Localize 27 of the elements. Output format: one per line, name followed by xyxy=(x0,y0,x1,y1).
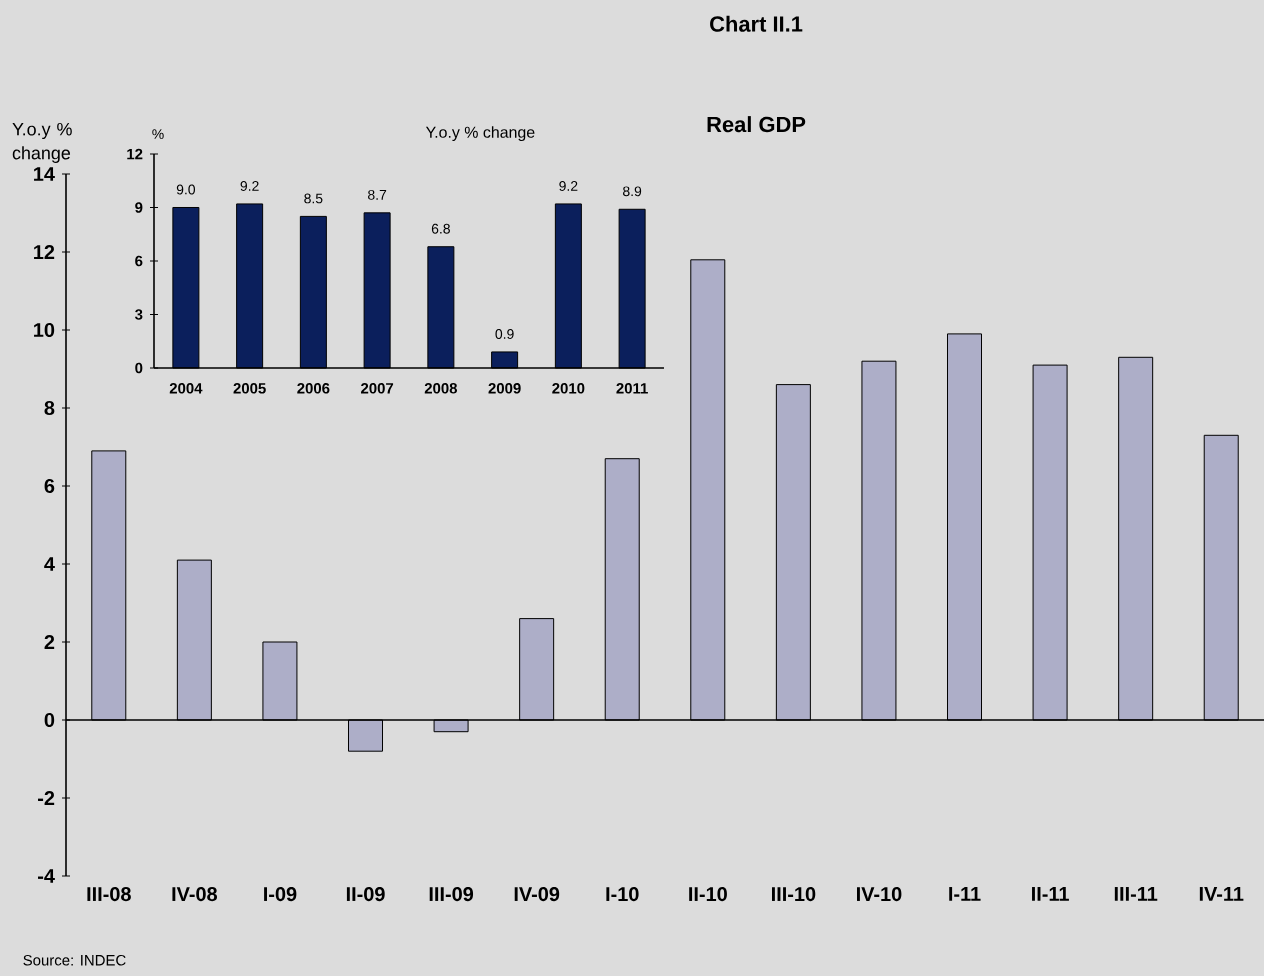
y-tick-label: -2 xyxy=(38,791,55,805)
x-tick-label: II-11 xyxy=(1032,887,1069,901)
x-tick-label: IV-09 xyxy=(514,887,560,902)
y-tick-label: 0 xyxy=(44,712,55,728)
chart-subtitle: Real GDP xyxy=(707,116,806,133)
chart-title: Chart II.1 xyxy=(710,15,803,32)
y-tick-label: 10 xyxy=(34,322,55,338)
x-tick-label: IV-11 xyxy=(1199,887,1244,901)
y-axis-title: Y.o.y % change xyxy=(12,122,72,163)
y-tick-label: 8 xyxy=(44,400,55,416)
x-tick-label: III-11 xyxy=(1114,887,1158,901)
x-tick-label: I-10 xyxy=(606,887,639,902)
y-tick-label: 12 xyxy=(34,245,55,259)
x-tick-label: I-09 xyxy=(264,887,297,902)
y-tick-label: 6 xyxy=(44,478,55,494)
x-tick-label: IV-08 xyxy=(172,887,218,902)
x-tick-label: IV-10 xyxy=(857,887,902,902)
y-tick-label: 4 xyxy=(44,557,55,571)
x-tick-label: II-10 xyxy=(689,887,727,902)
y-tick-label: -4 xyxy=(38,869,55,883)
x-tick-label: III-09 xyxy=(429,887,474,902)
y-tick-label: 14 xyxy=(34,167,55,181)
x-tick-label: III-08 xyxy=(87,887,131,902)
y-tick-label: 2 xyxy=(44,635,55,649)
x-tick-label: III-10 xyxy=(772,887,816,902)
x-tick-label: I-11 xyxy=(949,887,981,901)
x-tick-label: II-09 xyxy=(346,887,385,902)
